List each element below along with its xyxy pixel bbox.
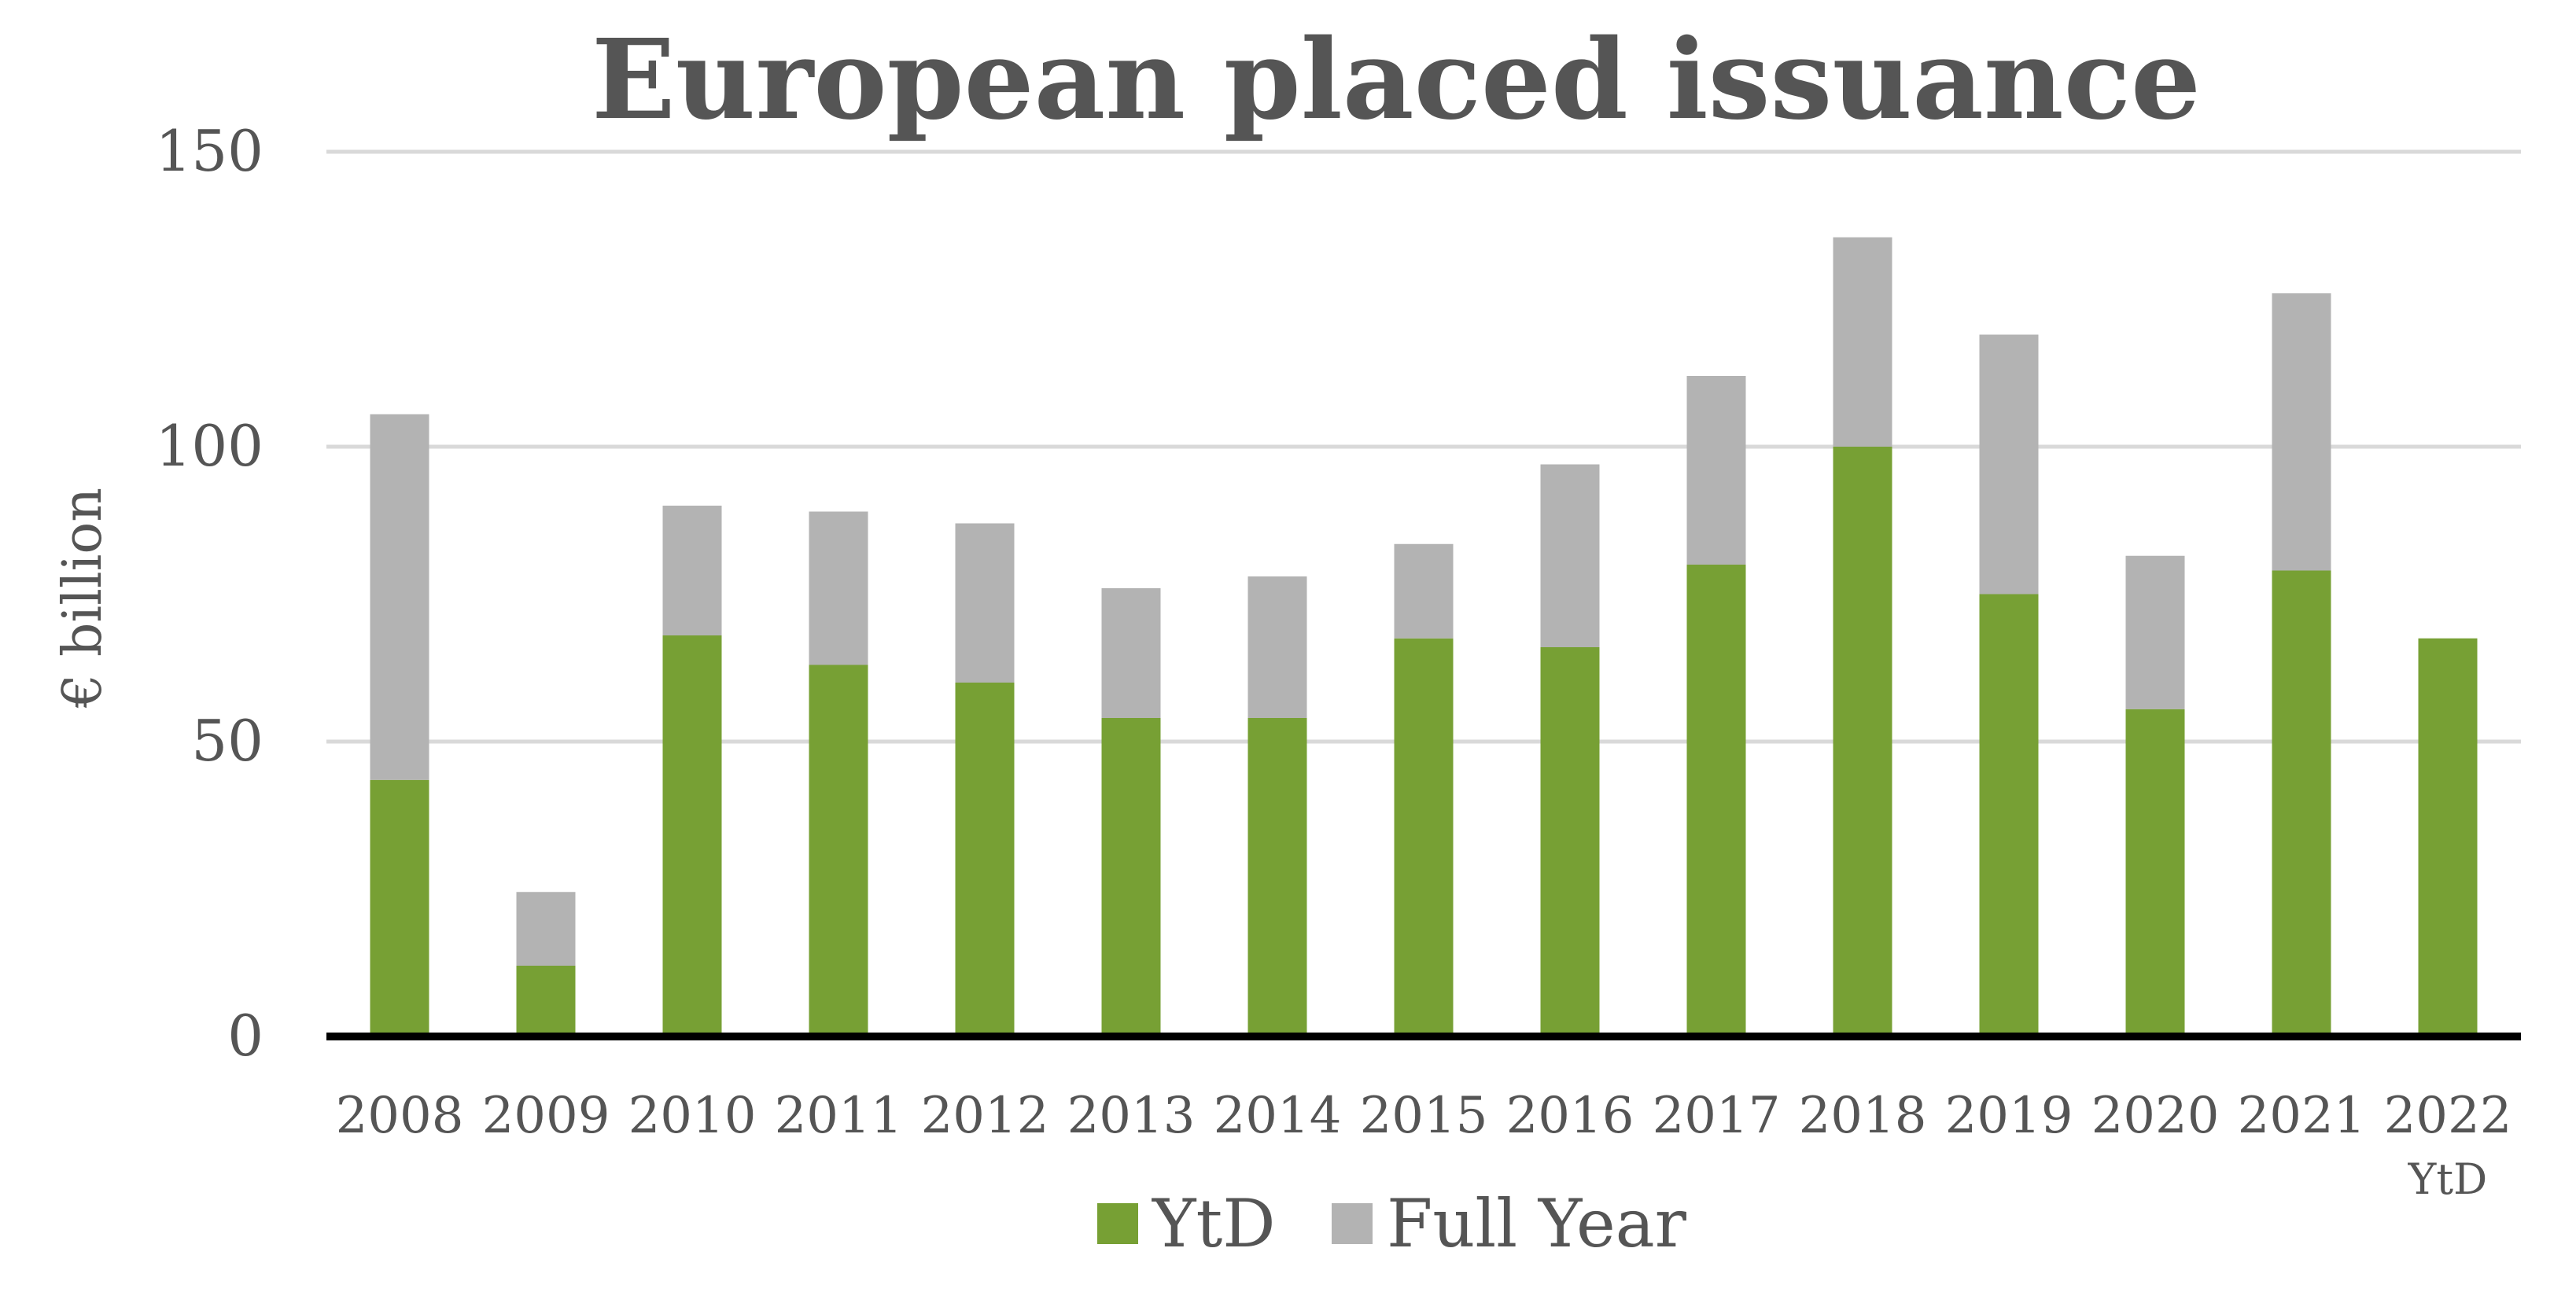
bar-full-year-2012 (955, 523, 1015, 683)
x-tick-label-2013: 2013 (1067, 1087, 1196, 1145)
x-tick-label-2010: 2010 (628, 1087, 757, 1145)
bar-full-year-2008 (370, 414, 429, 780)
bar-ytd-2008 (370, 779, 429, 1036)
bar-ytd-2009 (516, 966, 576, 1036)
bar-full-year-2014 (1247, 576, 1307, 718)
y-tick-label-50: 50 (191, 708, 263, 774)
y-axis-tick-labels: 0 50 100 150 (156, 118, 263, 1069)
y-tick-label-150: 150 (156, 118, 263, 184)
bar-ytd-2013 (1101, 718, 1161, 1036)
bar-ytd-2012 (955, 683, 1015, 1036)
bar-full-year-2013 (1101, 588, 1161, 718)
x-tick-label-2017: 2017 (1653, 1087, 1781, 1145)
y-tick-label-100: 100 (156, 413, 263, 479)
x-tick-label-2009: 2009 (482, 1087, 610, 1145)
bar-full-year-2011 (809, 511, 868, 665)
x-tick-label-2011: 2011 (775, 1087, 903, 1145)
bars (370, 237, 2478, 1036)
x-tick-label-2015: 2015 (1360, 1087, 1488, 1145)
y-tick-label-0: 0 (227, 1003, 263, 1069)
legend-swatch-full-year (1332, 1203, 1373, 1244)
bar-full-year-2018 (1833, 237, 1892, 447)
bar-full-year-2010 (662, 506, 722, 635)
x-tick-sublabel-2022: YtD (2408, 1154, 2488, 1204)
bar-ytd-2022 (2418, 638, 2478, 1036)
x-tick-label-2020: 2020 (2091, 1087, 2220, 1145)
bar-ytd-2017 (1686, 565, 1746, 1036)
bar-full-year-2020 (2125, 555, 2185, 709)
bar-ytd-2016 (1540, 647, 1600, 1036)
chart-title: European placed issuance (591, 16, 2201, 145)
bar-full-year-2009 (516, 892, 576, 966)
x-tick-label-2014: 2014 (1214, 1087, 1342, 1145)
x-tick-label-2012: 2012 (921, 1087, 1049, 1145)
x-tick-label-2022: 2022 (2384, 1087, 2512, 1145)
legend-label-ytd: YtD (1152, 1185, 1276, 1262)
bar-ytd-2015 (1394, 638, 1454, 1036)
x-axis-tick-labels: 2008 2009 2010 2011 2012 2013 2014 2015 2016 2017… (336, 1087, 2512, 1204)
bar-ytd-2010 (662, 635, 722, 1036)
bar-ytd-2021 (2272, 570, 2331, 1036)
bar-full-year-2015 (1394, 543, 1454, 639)
legend: YtD Full Year (1097, 1185, 1687, 1262)
x-tick-label-2008: 2008 (336, 1087, 464, 1145)
bar-ytd-2020 (2125, 709, 2185, 1036)
legend-swatch-ytd (1097, 1203, 1138, 1244)
bar-ytd-2019 (1979, 594, 2039, 1036)
x-tick-label-2021: 2021 (2238, 1087, 2366, 1145)
y-axis-label: € billion (52, 488, 114, 709)
bar-ytd-2018 (1833, 447, 1892, 1036)
x-tick-label-2016: 2016 (1506, 1087, 1634, 1145)
bar-full-year-2019 (1979, 334, 2039, 595)
bar-full-year-2017 (1686, 376, 1746, 565)
x-tick-label-2019: 2019 (1945, 1087, 2073, 1145)
legend-label-full-year: Full Year (1387, 1185, 1687, 1262)
bar-full-year-2016 (1540, 464, 1600, 647)
bar-ytd-2014 (1247, 718, 1307, 1036)
bar-ytd-2011 (809, 665, 868, 1036)
x-tick-label-2018: 2018 (1799, 1087, 1927, 1145)
bar-full-year-2021 (2272, 293, 2331, 571)
